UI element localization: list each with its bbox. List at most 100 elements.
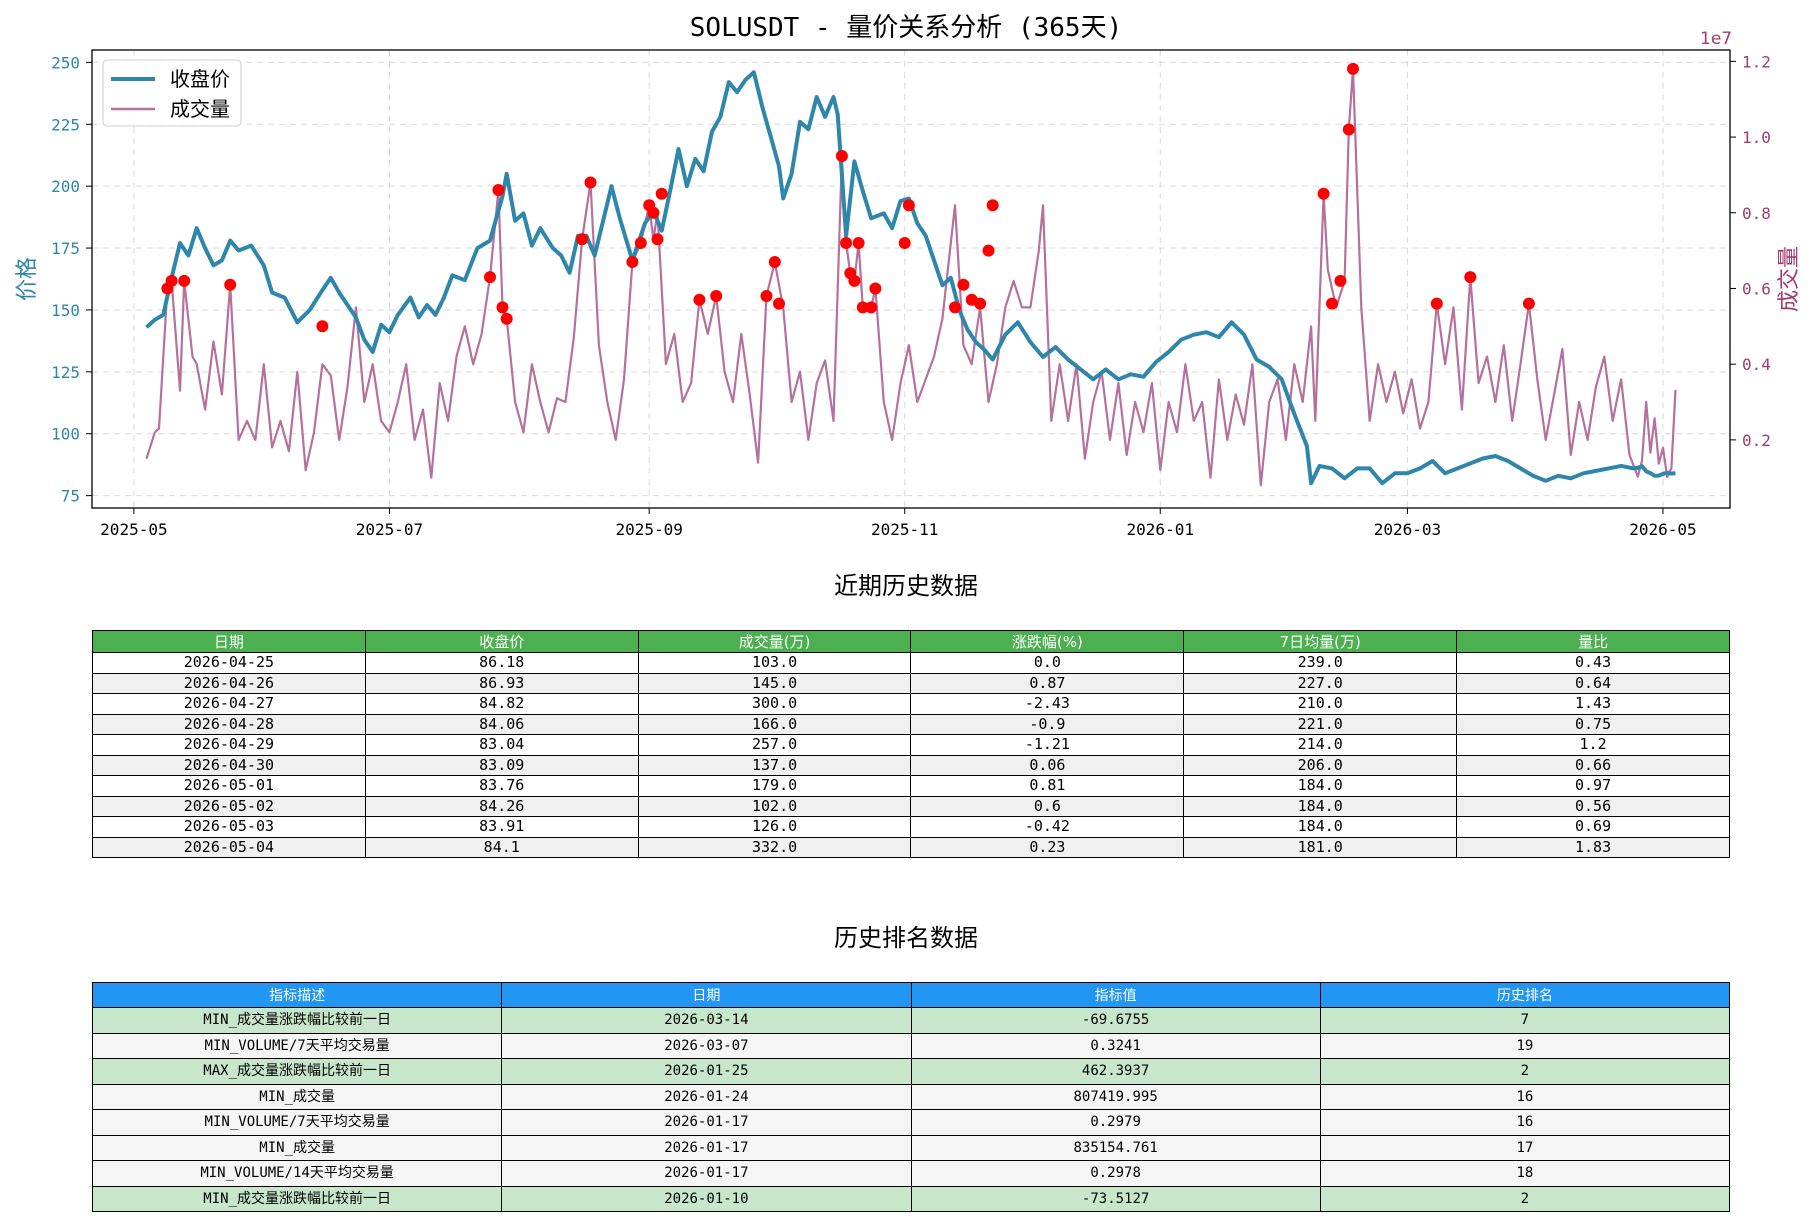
table-cell: -73.5127	[910, 1185, 1321, 1212]
table-cell: 102.0	[637, 795, 912, 817]
table-cell: 227.0	[1183, 672, 1458, 694]
table-row: 2026-05-04 84.1 332.0 0.23 181.0 1.83	[92, 836, 1730, 858]
axes: 2025-05 2025-07 2025-09 2025-11 2026-01 2026-…	[51, 52, 1771, 539]
table-cell: 179.0	[637, 775, 912, 797]
price-volume-chart: SOLUSDT - 量价关系分析 (365天) 2025-05 2025-07 20…	[15, 13, 1802, 539]
x-tick-label: 2025-07	[356, 520, 423, 539]
table-cell: 1.2	[1456, 734, 1730, 756]
volume-spike-point	[647, 206, 660, 219]
table-row: MIN_VOLUME/7天平均交易量 2026-01-17 0.2979 16	[91, 1109, 1731, 1136]
recent-history-table: 日期 收盘价 成交量(万) 涨跌幅(%) 7日均量(万) 量比 2026-04-25 86.…	[92, 630, 1730, 858]
table-cell: 332.0	[637, 836, 912, 858]
table-cell: 84.26	[364, 795, 639, 817]
plot-frame	[91, 49, 1731, 509]
table-cell: 2	[1319, 1185, 1731, 1212]
table-cell: 16	[1319, 1083, 1731, 1110]
recent-table-header-cell: 收盘价	[364, 630, 639, 653]
table-cell: 137.0	[637, 754, 912, 776]
table-row: 2026-04-27 84.82 300.0 -2.43 210.0 1.43	[92, 693, 1730, 715]
recent-table-header-cell: 量比	[1456, 630, 1730, 653]
y-left-tick-label: 225	[51, 115, 80, 134]
table-cell: 300.0	[637, 693, 912, 715]
table-cell: 0.3241	[910, 1032, 1321, 1059]
volume-spike-point	[1342, 123, 1355, 136]
x-tick-label: 2025-11	[871, 520, 938, 539]
volume-spike-point	[835, 150, 848, 162]
recent-table-header-cell: 7日均量(万)	[1183, 630, 1458, 653]
y-left-tick-label: 75	[61, 487, 80, 506]
recent-table-header-row: 日期 收盘价 成交量(万) 涨跌幅(%) 7日均量(万) 量比	[92, 630, 1730, 653]
table-cell: 462.3937	[910, 1058, 1321, 1085]
table-cell: 103.0	[637, 652, 912, 674]
table-cell: 0.75	[1456, 713, 1730, 735]
recent-table-header-cell: 涨跌幅(%)	[910, 630, 1185, 653]
volume-spike-point	[986, 199, 999, 212]
rank-table-header-cell: 日期	[501, 982, 912, 1008]
table-cell: 2026-05-04	[92, 836, 366, 858]
volume-spike-point	[1347, 62, 1359, 75]
table-cell: 184.0	[1183, 775, 1458, 797]
x-tick-label: 2026-03	[1374, 520, 1441, 539]
table-cell: 2026-05-01	[92, 775, 366, 797]
table-cell: 2026-04-25	[92, 652, 366, 674]
volume-spike-point	[651, 233, 664, 246]
table-cell: 7	[1319, 1007, 1731, 1034]
volume-spike-point	[869, 282, 882, 295]
recent-table-title: 近期历史数据	[834, 572, 978, 600]
table-cell: MIN_成交量	[91, 1134, 503, 1161]
table-row: 2026-04-29 83.04 257.0 -1.21 214.0 1.2	[92, 734, 1730, 756]
table-cell: 2026-04-29	[92, 734, 366, 756]
volume-spike-point	[856, 301, 869, 314]
table-cell: 86.18	[364, 652, 639, 674]
y-right-tick-label: 0.2	[1742, 431, 1771, 450]
table-cell: 2026-04-26	[92, 672, 366, 694]
table-cell: 184.0	[1183, 816, 1458, 838]
table-cell: 181.0	[1183, 836, 1458, 858]
table-cell: 126.0	[637, 816, 912, 838]
table-cell: 0.66	[1456, 754, 1730, 776]
rank-table-header-cell: 历史排名	[1319, 982, 1731, 1008]
table-cell: 0.64	[1456, 672, 1730, 694]
table-cell: 0.0	[910, 652, 1185, 674]
price-series-line	[145, 70, 1676, 486]
table-cell: 84.1	[364, 836, 639, 858]
y-right-tick-label: 0.8	[1742, 204, 1771, 223]
table-cell: 1.43	[1456, 693, 1730, 715]
y-right-tick-label: 0.6	[1742, 279, 1771, 298]
volume-spike-markers	[161, 62, 1535, 333]
rank-table-header-cell: 指标描述	[91, 982, 503, 1008]
y-right-tick-label: 1.2	[1742, 52, 1771, 71]
table-cell: 18	[1319, 1160, 1731, 1187]
table-cell: 86.93	[364, 672, 639, 694]
x-tick-label: 2026-01	[1127, 520, 1194, 539]
table-row: MIN_成交量涨跌幅比较前一日 2026-01-10 -73.5127 2	[91, 1185, 1731, 1212]
volume-spike-point	[898, 237, 911, 249]
volume-spike-point	[496, 301, 509, 314]
volume-spike-point	[840, 237, 853, 249]
y-right-tick-label: 0.4	[1742, 355, 1771, 374]
recent-table-header-cell: 日期	[92, 630, 366, 653]
table-row: 2026-04-25 86.18 103.0 0.0 239.0 0.43	[92, 652, 1730, 674]
price-layer	[145, 70, 1676, 486]
history-rank-table: 指标描述 日期 指标值 历史排名 MIN_成交量涨跌幅比较前一日 2026-03-14-…	[91, 982, 1731, 1212]
table-cell: MIN_VOLUME/7天平均交易量	[91, 1032, 503, 1059]
volume-series-line	[145, 67, 1677, 487]
table-row: MIN_VOLUME/14天平均交易量 2026-01-17 0.2978 18	[91, 1160, 1731, 1187]
table-cell: MIN_成交量	[91, 1083, 503, 1110]
volume-spike-point	[492, 184, 505, 196]
table-cell: 83.76	[364, 775, 639, 797]
volume-spike-point	[1522, 297, 1535, 310]
table-cell: 206.0	[1183, 754, 1458, 776]
y-left-tick-label: 125	[51, 363, 80, 382]
y-left-axis-label: 价格	[15, 257, 40, 301]
table-cell: 0.97	[1456, 775, 1730, 797]
table-cell: 17	[1319, 1134, 1731, 1161]
table-cell: 257.0	[637, 734, 912, 756]
y-right-axis-label: 成交量	[1777, 246, 1802, 312]
volume-spike-point	[316, 320, 329, 333]
table-cell: 2026-04-30	[92, 754, 366, 776]
y-left-tick-label: 200	[51, 177, 80, 196]
y-left-tick-label: 175	[51, 239, 80, 258]
table-row: MIN_成交量 2026-01-17 835154.761 17	[91, 1134, 1731, 1161]
table-cell: 0.56	[1456, 795, 1730, 817]
